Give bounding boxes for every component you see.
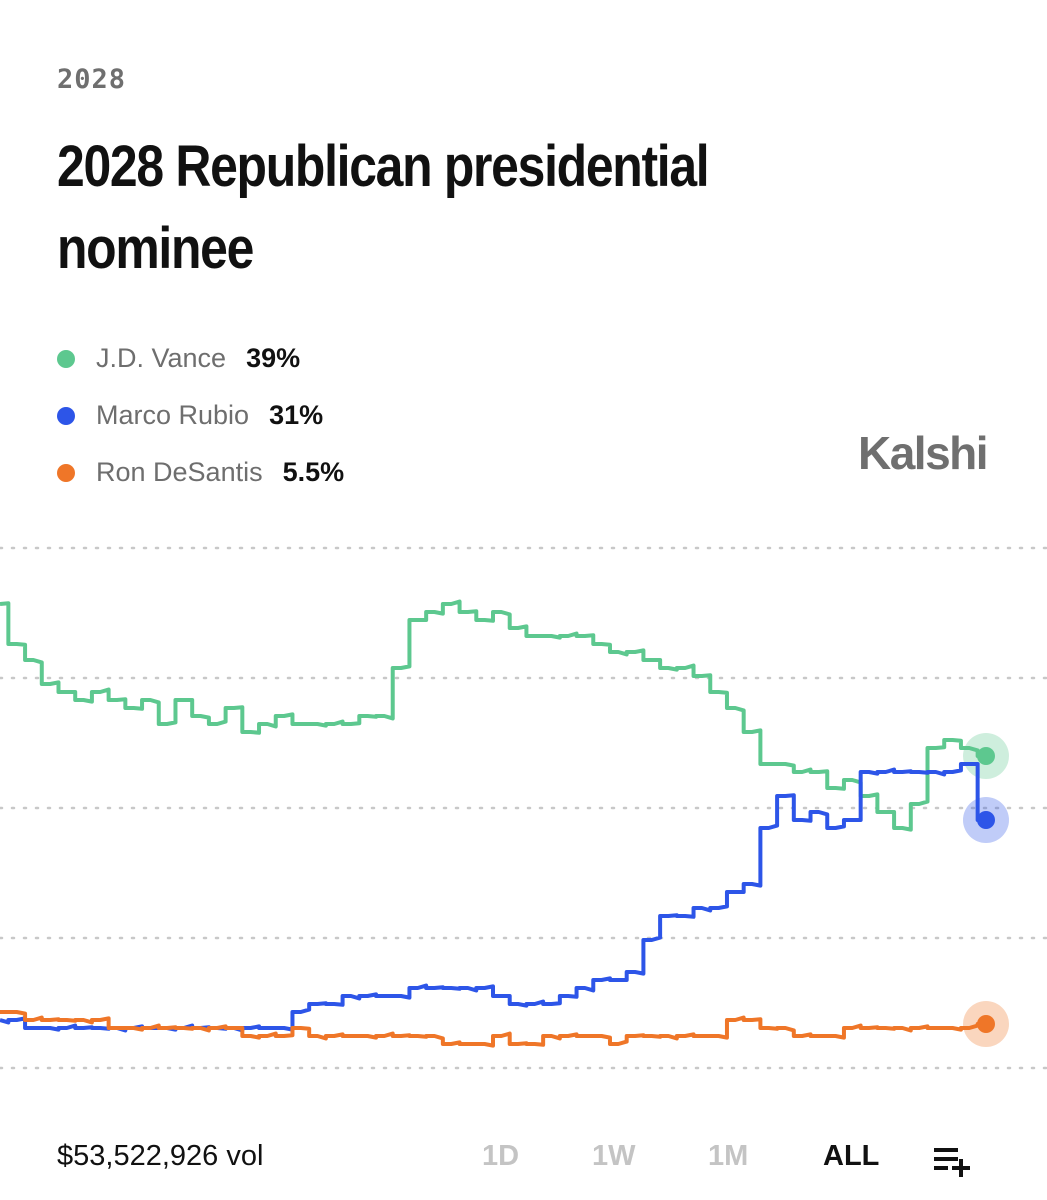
legend-item-desantis: Ron DeSantis 5.5% [57,444,344,501]
series-line-marco-rubio [0,762,986,1033]
legend-value: 31% [269,400,324,430]
range-1w-button[interactable]: 1W [592,1140,636,1172]
price-chart[interactable] [0,520,1047,1090]
endpoint-dot [977,811,995,829]
desantis-color-dot [57,463,75,482]
legend: J.D. Vance 39% Marco Rubio 31% Ron DeSan… [57,330,344,501]
endpoint-dot [977,1015,995,1033]
legend-value: 5.5% [282,457,345,487]
legend-name: J.D. Vance [96,343,227,373]
range-1m-button[interactable]: 1M [708,1140,749,1172]
endpoint-dot [977,747,995,765]
range-1d-button[interactable]: 1D [482,1140,520,1172]
vance-color-dot [57,349,75,368]
kalshi-logo: Kalshi [858,427,989,479]
chart-footer: $53,522,926 vol 1D 1W 1M ALL [0,1130,1047,1186]
category-label: 2028 [57,64,127,95]
legend-name: Ron DeSantis [96,457,263,487]
add-to-list-icon[interactable] [932,1142,972,1178]
legend-item-vance: J.D. Vance 39% [57,330,344,387]
legend-item-rubio: Marco Rubio 31% [57,387,344,444]
series-line-j-d-vance [0,599,986,832]
volume-label: $53,522,926 vol [57,1140,264,1172]
legend-name: Marco Rubio [96,400,250,430]
legend-value: 39% [246,343,301,373]
rubio-color-dot [57,406,75,425]
series-line-ron-desantis [0,1010,986,1048]
range-all-button[interactable]: ALL [823,1140,880,1172]
page-title: 2028 Republican presidential nominee [57,134,710,281]
